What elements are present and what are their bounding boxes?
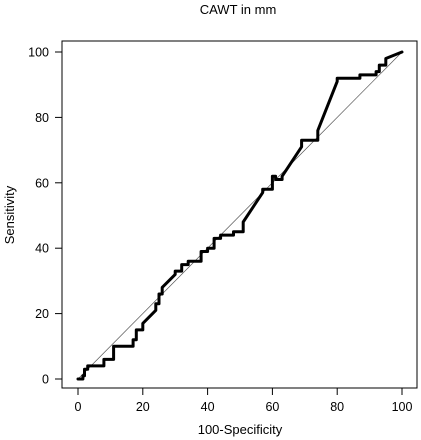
y-tick-label: 40 [35, 242, 49, 256]
x-tick-label: 40 [201, 400, 215, 414]
plot-frame [61, 40, 418, 389]
chart-title: CAWT in mm [200, 2, 277, 17]
x-tick-label: 0 [75, 400, 82, 414]
y-axis: 0 20 40 60 80 100 [28, 46, 62, 387]
x-tick-label: 100 [392, 400, 413, 414]
reference-layer [77, 51, 403, 380]
x-tick-label: 20 [136, 400, 150, 414]
x-tick-label: 60 [265, 400, 279, 414]
reference-diagonal-line [77, 51, 403, 380]
y-tick-label: 80 [35, 111, 49, 125]
y-tick-label: 60 [35, 176, 49, 190]
x-axis-label: 100-Specificity [198, 422, 283, 437]
roc-curve-line [76, 50, 404, 381]
y-tick-label: 100 [28, 46, 49, 60]
x-axis: 0 20 40 60 80 100 [75, 388, 413, 414]
series-layer [76, 50, 404, 381]
y-tick-label: 20 [35, 307, 49, 321]
y-axis-label: Sensitivity [2, 185, 17, 244]
x-tick-label: 80 [330, 400, 344, 414]
y-tick-label: 0 [42, 373, 49, 387]
